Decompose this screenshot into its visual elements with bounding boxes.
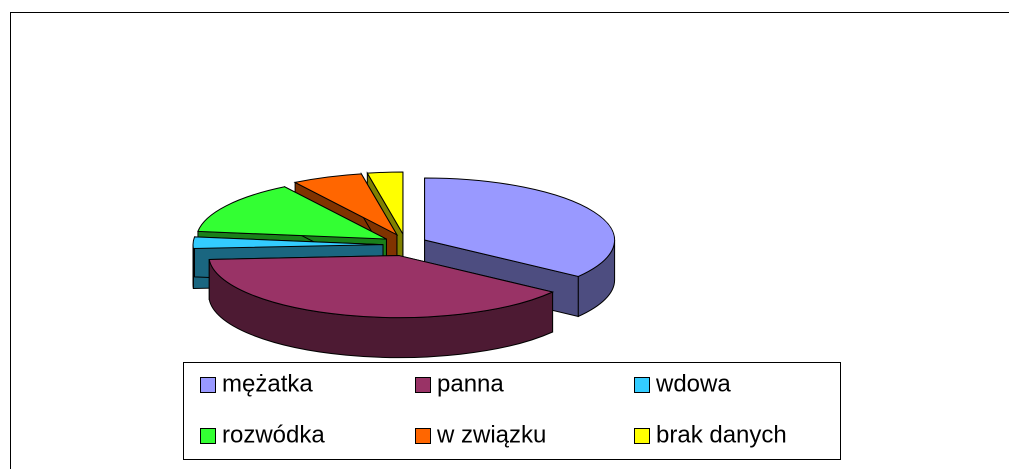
slice-top [208,255,555,319]
legend-swatch [415,377,431,393]
legend-label: mężatka [222,370,313,397]
legend-label: panna [437,370,504,397]
legend-swatch [634,377,650,393]
legend-swatch [200,377,216,393]
legend-label: rozwódka [222,421,325,448]
legend-label: wdowa [655,370,731,397]
slice-top [293,173,399,237]
legend: mężatka panna wdowa rozwódka w związku brak d… [200,370,787,448]
legend-label: w związku [436,421,546,448]
slice-top [192,236,384,250]
slice-top [424,177,616,277]
legend-swatch [634,428,650,444]
legend-label: brak danych [656,421,787,448]
pie [192,171,616,359]
slice-top [197,186,387,240]
slice-top [366,171,404,236]
legend-box [183,362,841,460]
legend-swatch [415,428,431,444]
legend-swatch [200,428,216,444]
